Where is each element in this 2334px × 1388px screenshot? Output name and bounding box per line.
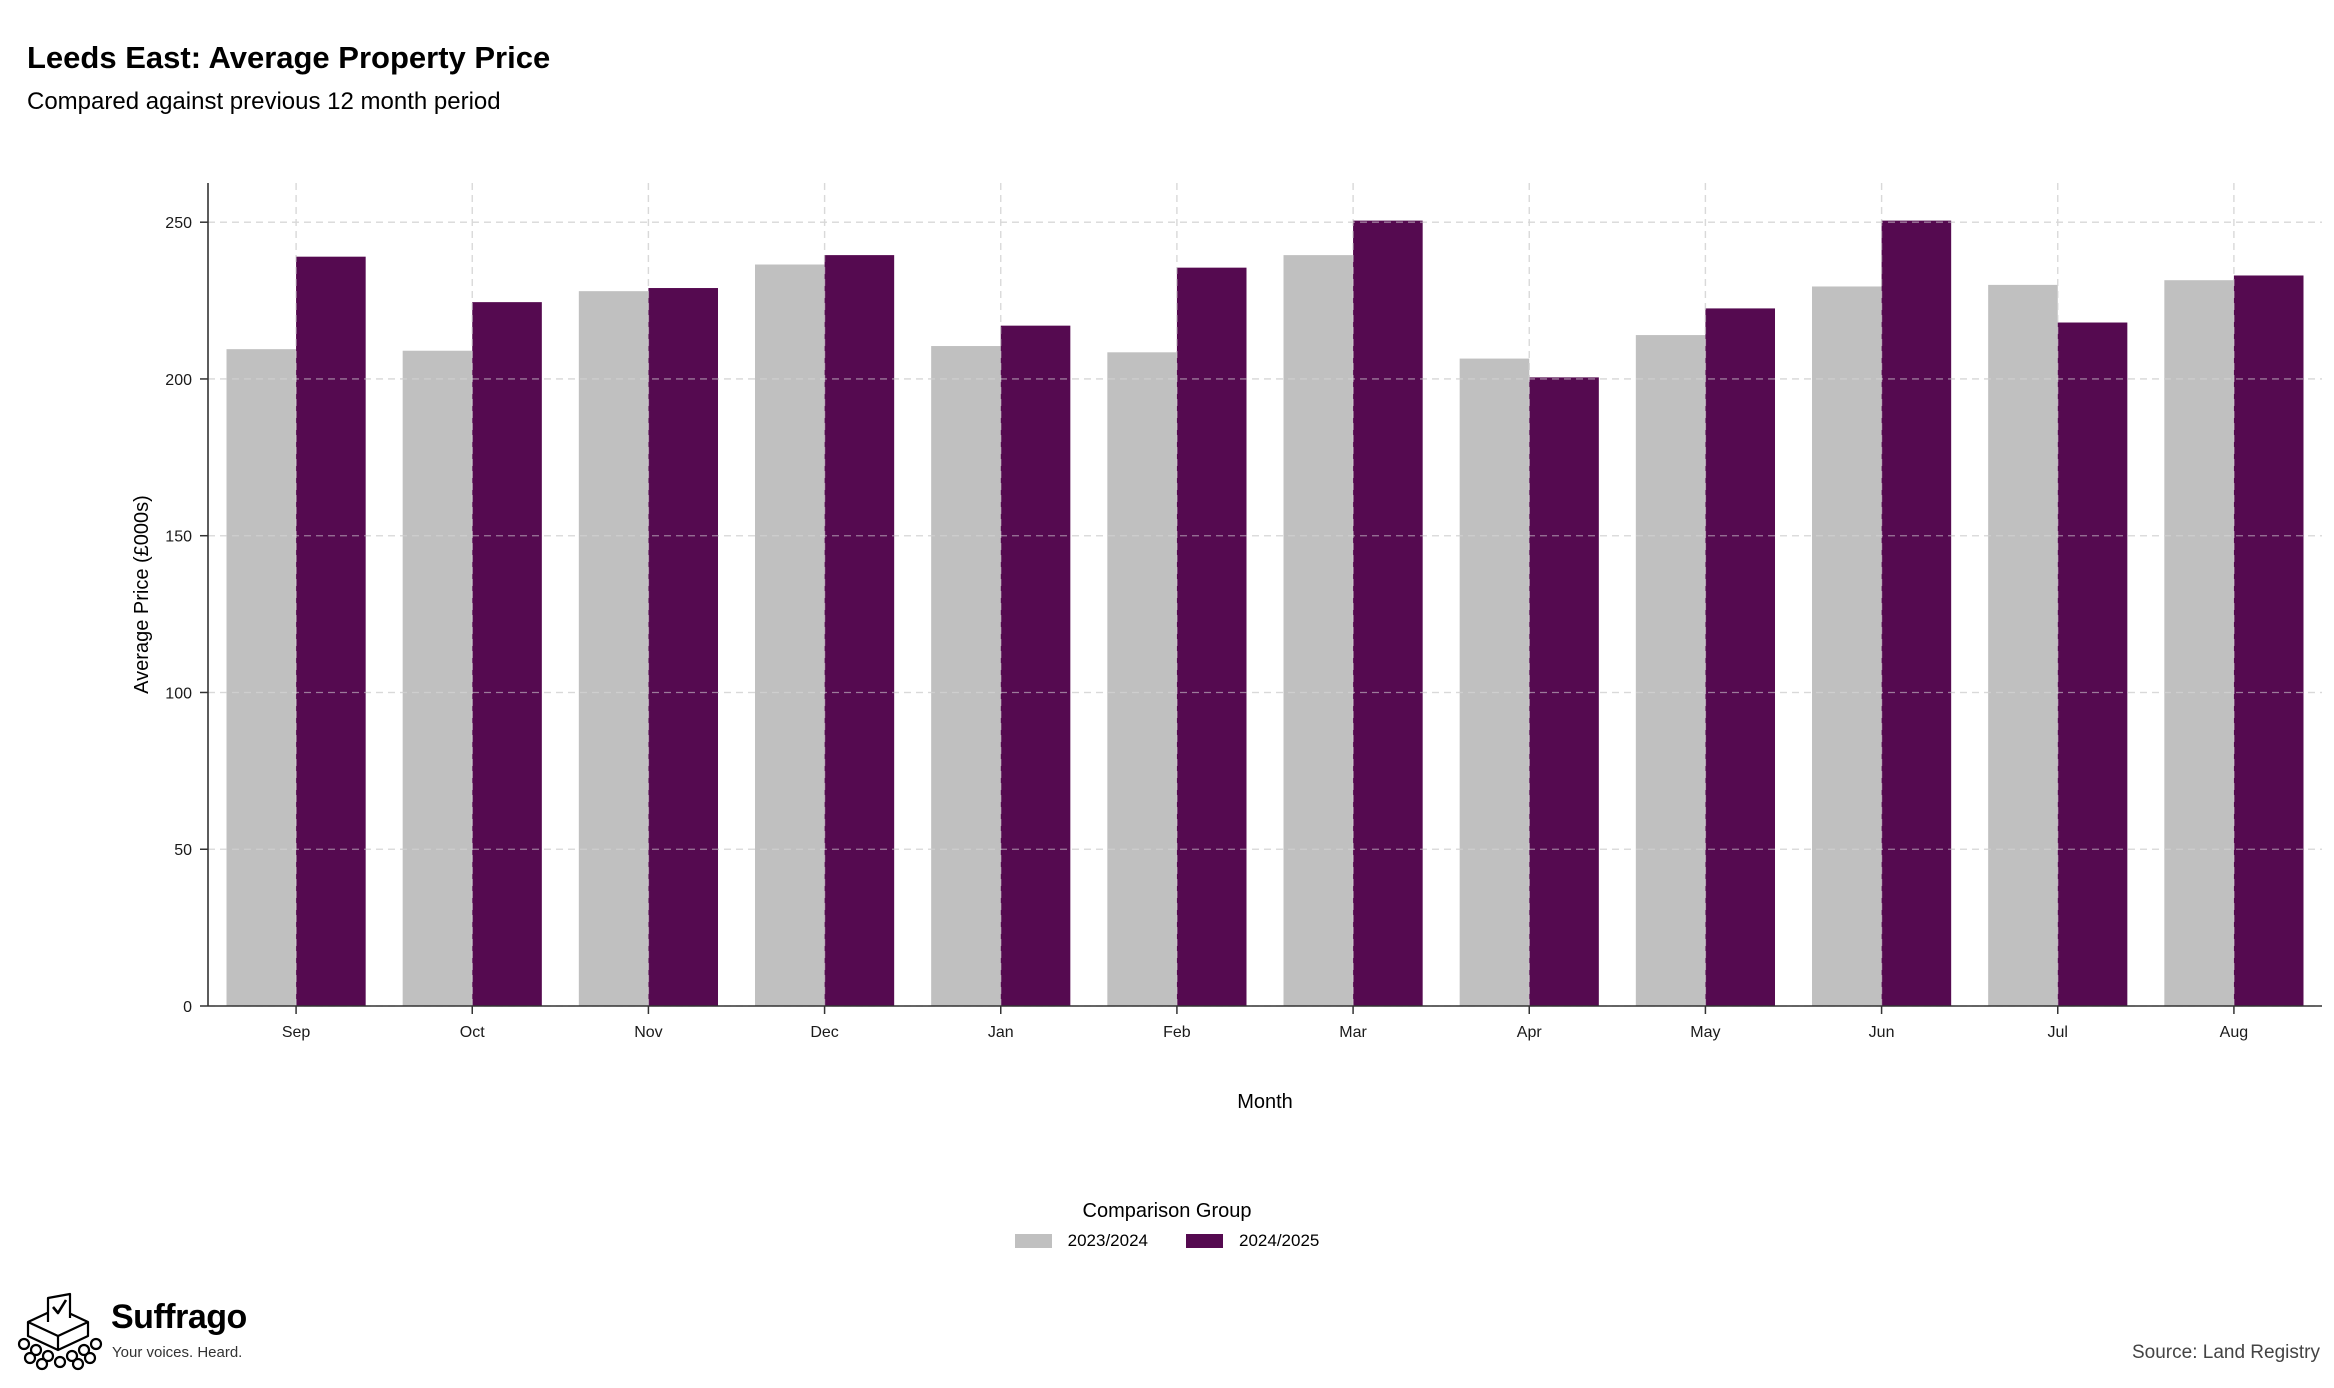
legend-label-2023-2024: 2023/2024 [1067,1231,1148,1250]
bar-2023-2024-jul [1988,284,2058,1006]
x-tick-label-jul: Jul [2048,1024,2068,1041]
brand-tagline: Your voices. Heard. [112,1344,243,1361]
x-tick-label-may: May [1690,1024,1720,1041]
bar-2024-2025-feb [1176,267,1247,1006]
x-tick-label-dec: Dec [810,1024,838,1041]
ballot-box-icon [17,1292,103,1371]
y-tick-label: 250 [165,215,192,232]
bar-2024-2025-jul [2057,322,2128,1007]
x-tick-label-sep: Sep [282,1024,311,1041]
legend-items: 2023/2024 2024/2025 [0,1231,2334,1251]
bar-2024-2025-oct [472,302,542,1006]
bar-2024-2025-may [1705,308,1776,1006]
y-tick-label: 50 [174,842,192,859]
bar-2023-2024-sep [226,349,297,1007]
x-tick-label-jun: Jun [1869,1024,1895,1041]
bar-2023-2024-jun [1811,286,1882,1006]
bar-2023-2024-feb [1107,352,1177,1006]
y-axis-title: Average Price (£000s) [131,495,153,694]
bar-2023-2024-nov [578,291,649,1006]
legend-item-2023-2024: 2023/2024 [1014,1231,1148,1251]
bar-2024-2025-mar [1353,220,1423,1006]
legend-title: Comparison Group [1082,1200,1252,1222]
bar-chart: 0 50 100 150 200 250 Sep Oct Nov Dec Jan Feb Mar Apr M… [131,183,2322,1113]
bar-2024-2025-jun [1881,220,1952,1006]
tick-labels: 0 50 100 150 200 250 Sep Oct Nov Dec Jan Feb Mar Apr M… [165,215,2248,1041]
x-tick-label-nov: Nov [634,1024,662,1041]
chart-subtitle: Compared against previous 12 month perio… [27,88,501,115]
bar-2024-2025-sep [296,256,366,1006]
x-tick-label-mar: Mar [1339,1024,1367,1041]
brand-name: Suffrago [111,1298,247,1336]
chart-title: Leeds East: Average Property Price [27,40,551,75]
bar-2024-2025-nov [648,288,719,1006]
bar-2023-2024-mar [1283,255,1354,1006]
legend-item-2024-2025: 2024/2025 [1186,1231,1319,1251]
bar-2024-2025-dec [824,255,895,1006]
bar-2024-2025-apr [1529,377,1599,1006]
source-note: Source: Land Registry [2132,1342,2320,1363]
y-tick-label: 150 [165,529,192,546]
bar-2023-2024-jan [931,346,1001,1007]
x-axis-title: Month [1237,1091,1293,1113]
bar-2024-2025-jan [1000,325,1071,1006]
x-tick-label-aug: Aug [2220,1024,2248,1041]
legend: Comparison Group 2023/2024 2024/2025 [0,1200,2334,1251]
y-tick-label: 100 [165,685,192,702]
bar-2023-2024-aug [2164,280,2234,1006]
legend-swatch-2024-2025 [1186,1234,1223,1248]
bar-2023-2024-apr [1459,358,1530,1006]
x-tick-label-jan: Jan [988,1024,1014,1041]
bar-2023-2024-dec [754,264,825,1006]
x-tick-label-feb: Feb [1163,1024,1191,1041]
x-tick-label-apr: Apr [1517,1024,1543,1041]
legend-swatch-2023-2024 [1014,1234,1052,1248]
bar-2023-2024-oct [402,350,473,1006]
x-tick-label-oct: Oct [460,1024,485,1041]
bar-2024-2025-aug [2233,275,2304,1007]
axes [200,183,2322,1014]
y-tick-label: 0 [183,999,192,1016]
y-tick-label: 200 [165,372,192,389]
brand-logo: Suffrago Your voices. Heard. [14,1292,274,1372]
legend-label-2024-2025: 2024/2025 [1239,1231,1320,1250]
bar-2023-2024-may [1635,335,1706,1006]
bars [208,183,2322,1007]
